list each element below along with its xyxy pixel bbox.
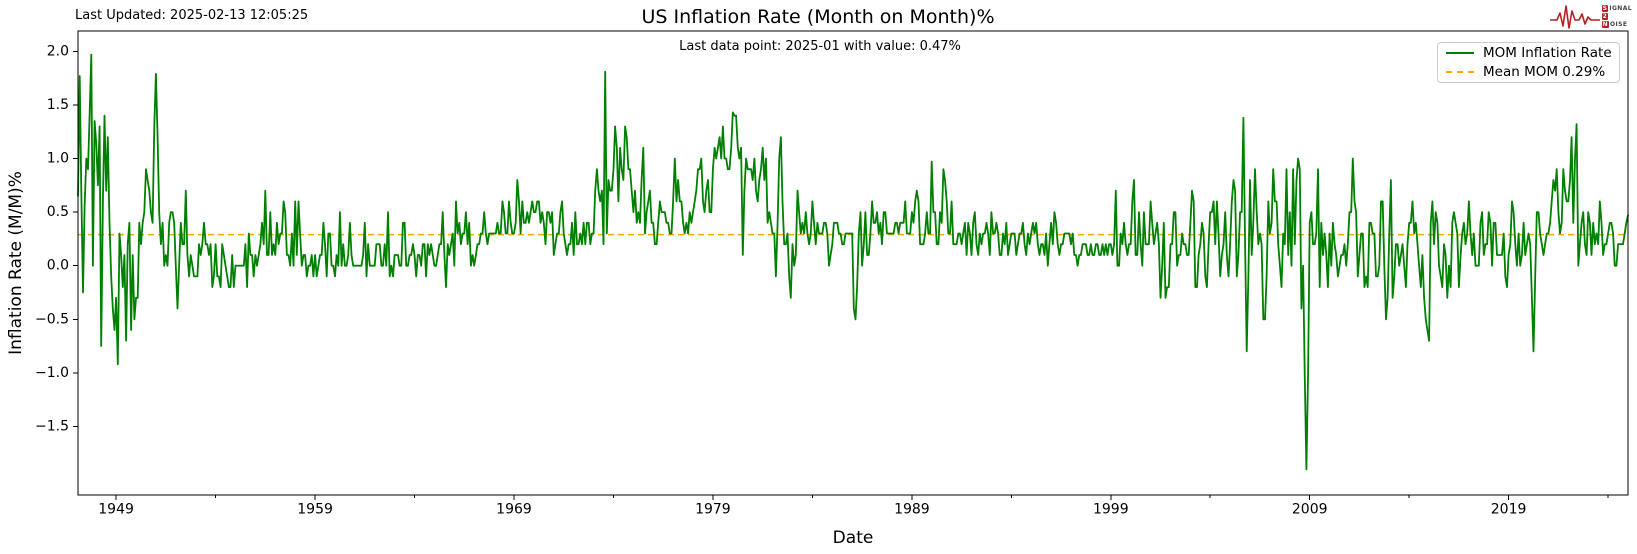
y-tick-label: −1.0 [35,365,69,381]
y-tick-label: 0.5 [47,204,69,220]
y-tick-label: −1.5 [35,418,69,434]
x-tick-label: 1989 [894,502,930,518]
logo-letter-box: 2 [1601,12,1609,20]
signal-2-noise-logo: S IGNAL 2 N OISE [1549,2,1632,30]
legend-line-swatch-green [1446,52,1474,54]
legend-line-swatch-orange-dashed [1446,71,1474,73]
legend-label: MOM Inflation Rate [1483,45,1612,61]
y-tick-label: 0.0 [47,258,69,274]
heartbeat-waveform-icon [1549,5,1600,29]
y-tick-label: 1.0 [47,151,69,167]
legend-label: Mean MOM 0.29% [1483,64,1606,80]
logo-text: S IGNAL 2 N OISE [1601,4,1632,28]
x-tick-label: 1969 [496,502,532,518]
legend-item-mom: MOM Inflation Rate [1446,45,1612,61]
logo-letter-box: S [1601,4,1609,12]
last-data-point-annotation: Last data point: 2025-01 with value: 0.4… [679,39,961,54]
x-tick-label: 1959 [297,502,333,518]
legend-box: MOM Inflation Rate Mean MOM 0.29% [1437,42,1620,83]
series-line [77,53,1629,471]
x-tick-label: 2009 [1292,502,1328,518]
legend-item-mean: Mean MOM 0.29% [1446,64,1611,80]
last-updated-text: Last Updated: 2025-02-13 12:05:25 [75,8,309,23]
y-tick-label: −0.5 [35,311,69,327]
y-tick-label: 2.0 [47,43,69,59]
x-tick-label: 2019 [1491,502,1527,518]
x-tick-label: 1979 [695,502,731,518]
y-tick-label: 1.5 [47,97,69,113]
page-title: US Inflation Rate (Month on Month)% [641,6,995,28]
plot-frame [77,30,1629,496]
logo-letter-box: N [1601,20,1610,28]
y-axis-label: Inflation Rate (M/M)% [6,171,26,355]
x-tick-label: 1949 [98,502,134,518]
x-axis-label: Date [832,528,874,548]
x-tick-label: 1999 [1093,502,1129,518]
